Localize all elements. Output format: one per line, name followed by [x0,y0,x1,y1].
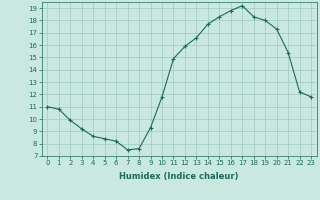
X-axis label: Humidex (Indice chaleur): Humidex (Indice chaleur) [119,172,239,181]
